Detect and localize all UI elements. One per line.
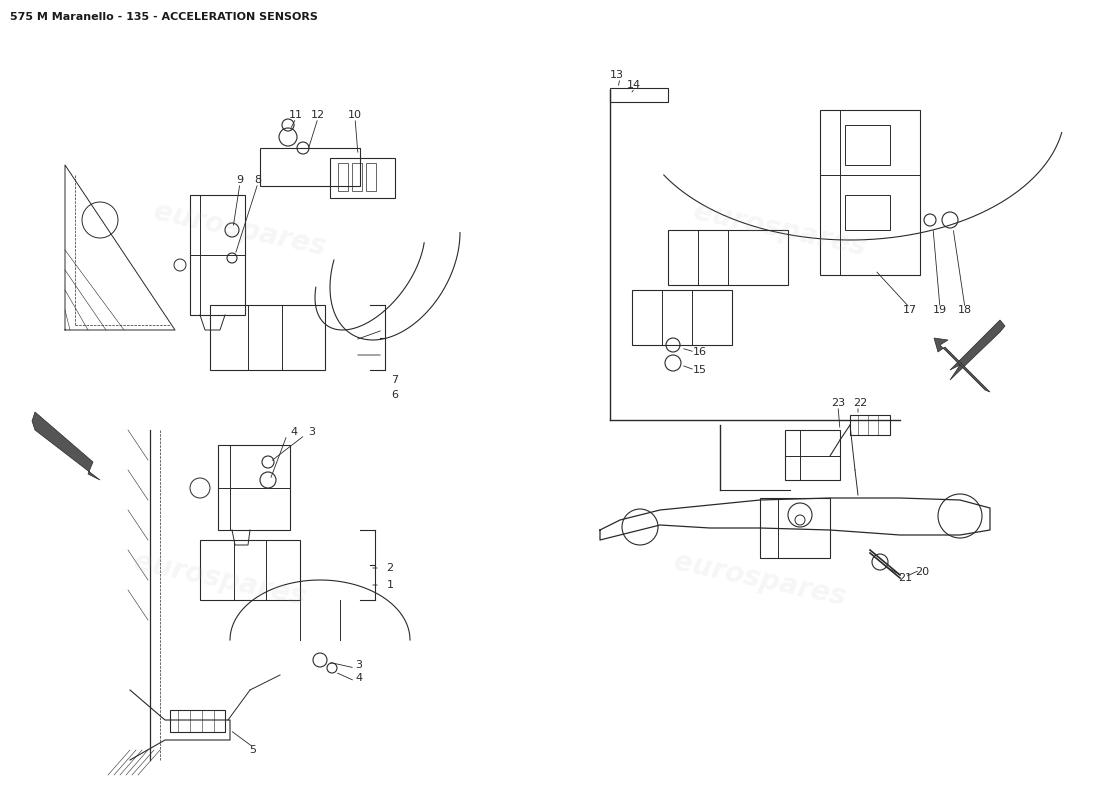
Bar	[668, 230, 788, 285]
Bar	[820, 110, 920, 275]
Bar	[170, 710, 226, 732]
Text: 6: 6	[392, 390, 398, 400]
Text: 4: 4	[355, 673, 362, 683]
Text: 1: 1	[386, 580, 394, 590]
Text: 17: 17	[903, 305, 917, 315]
Polygon shape	[934, 338, 990, 392]
Text: 18: 18	[958, 305, 972, 315]
Bar	[632, 290, 732, 345]
Text: 11: 11	[289, 110, 302, 120]
Text: 13: 13	[610, 70, 624, 80]
Text: 3: 3	[355, 660, 362, 670]
Text: 21: 21	[898, 573, 912, 583]
Bar	[330, 158, 395, 198]
Bar	[210, 305, 324, 370]
Text: 19: 19	[933, 305, 947, 315]
Text: 2: 2	[386, 563, 394, 573]
Polygon shape	[950, 320, 1005, 380]
Text: eurospares: eurospares	[131, 548, 309, 612]
Text: 8: 8	[254, 175, 262, 185]
Text: eurospares: eurospares	[152, 198, 329, 262]
Bar	[352, 163, 362, 191]
Bar	[845, 195, 890, 230]
Bar	[338, 163, 348, 191]
Bar	[260, 148, 360, 186]
Text: eurospares: eurospares	[691, 198, 869, 262]
Bar	[366, 163, 376, 191]
Text: 20: 20	[915, 567, 930, 577]
Bar	[190, 195, 245, 315]
Bar	[218, 445, 290, 530]
Text: 15: 15	[693, 365, 707, 375]
Text: 12: 12	[311, 110, 326, 120]
Polygon shape	[32, 412, 100, 480]
Text: 3: 3	[308, 427, 316, 437]
Bar	[760, 498, 830, 558]
Bar	[200, 540, 300, 600]
Text: 22: 22	[852, 398, 867, 408]
Bar	[785, 430, 840, 480]
Bar	[845, 125, 890, 165]
Bar	[850, 415, 890, 435]
Text: 575 M Maranello - 135 - ACCELERATION SENSORS: 575 M Maranello - 135 - ACCELERATION SEN…	[10, 12, 318, 22]
Bar	[610, 88, 668, 102]
Text: 4: 4	[290, 427, 298, 437]
Text: 23: 23	[830, 398, 845, 408]
Text: 16: 16	[693, 347, 707, 357]
Text: eurospares: eurospares	[671, 548, 849, 612]
Text: 5: 5	[250, 745, 256, 755]
Text: 7: 7	[392, 375, 398, 385]
Text: 9: 9	[236, 175, 243, 185]
Text: 14: 14	[627, 80, 641, 90]
Text: 10: 10	[348, 110, 362, 120]
